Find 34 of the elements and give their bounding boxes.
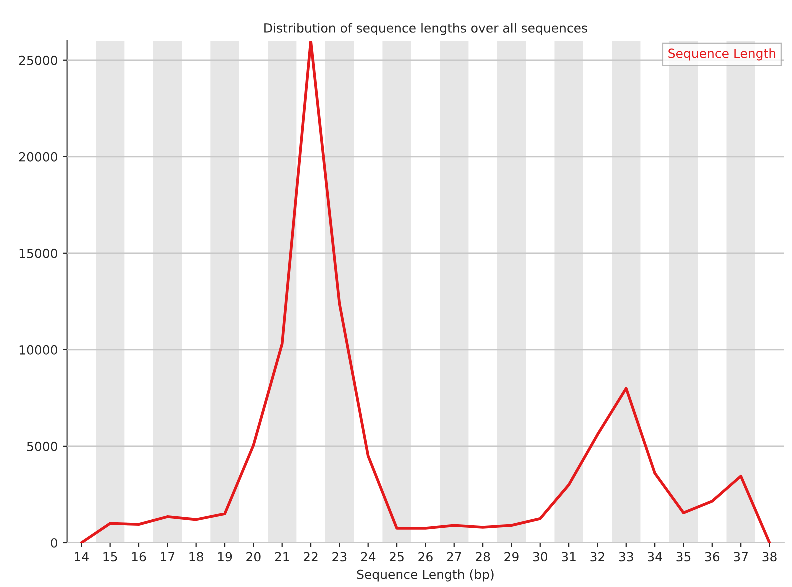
- x-tick-label: 14: [75, 552, 89, 562]
- x-tick-label: 27: [447, 552, 462, 562]
- y-tick-label: 0: [51, 538, 58, 548]
- x-tick-label: 21: [275, 552, 290, 562]
- x-tick-label: 15: [104, 552, 118, 562]
- y-tick-label: 10000: [20, 345, 58, 355]
- x-tick-label: 31: [562, 552, 576, 562]
- x-tick-label: 22: [304, 552, 318, 562]
- x-axis-title: Sequence Length (bp): [357, 570, 494, 582]
- x-tick-label: 28: [476, 552, 490, 562]
- x-tick-label: 18: [190, 552, 204, 562]
- x-tick-label: 25: [390, 552, 404, 562]
- x-tick-label: 23: [332, 552, 347, 562]
- x-tick-label: 37: [734, 552, 748, 562]
- x-tick-label: 35: [676, 552, 691, 562]
- x-tick-label: 19: [218, 552, 232, 562]
- x-tick-label: 36: [705, 552, 720, 562]
- x-tick-label: 17: [161, 552, 175, 562]
- x-tick-label: 20: [246, 552, 261, 562]
- x-tick-label: 30: [533, 552, 548, 562]
- x-tick-label: 26: [418, 552, 433, 562]
- x-tick-label: 24: [361, 552, 376, 562]
- x-tick-label: 38: [762, 552, 777, 562]
- y-tick-label: 20000: [19, 152, 58, 162]
- chart-title: Distribution of sequence lengths over all sequences: [264, 23, 588, 36]
- y-tick-label: 5000: [27, 442, 58, 452]
- text: Sequence Length: [668, 48, 776, 61]
- y-tick-label: 15000: [20, 248, 58, 258]
- x-tick-label: 29: [504, 552, 519, 562]
- x-tick-label: 16: [132, 552, 146, 562]
- x-tick-label: 34: [648, 552, 662, 562]
- y-tick-label: 25000: [19, 56, 58, 66]
- x-tick-label: 33: [619, 552, 634, 562]
- x-tick-label: 32: [590, 552, 604, 562]
